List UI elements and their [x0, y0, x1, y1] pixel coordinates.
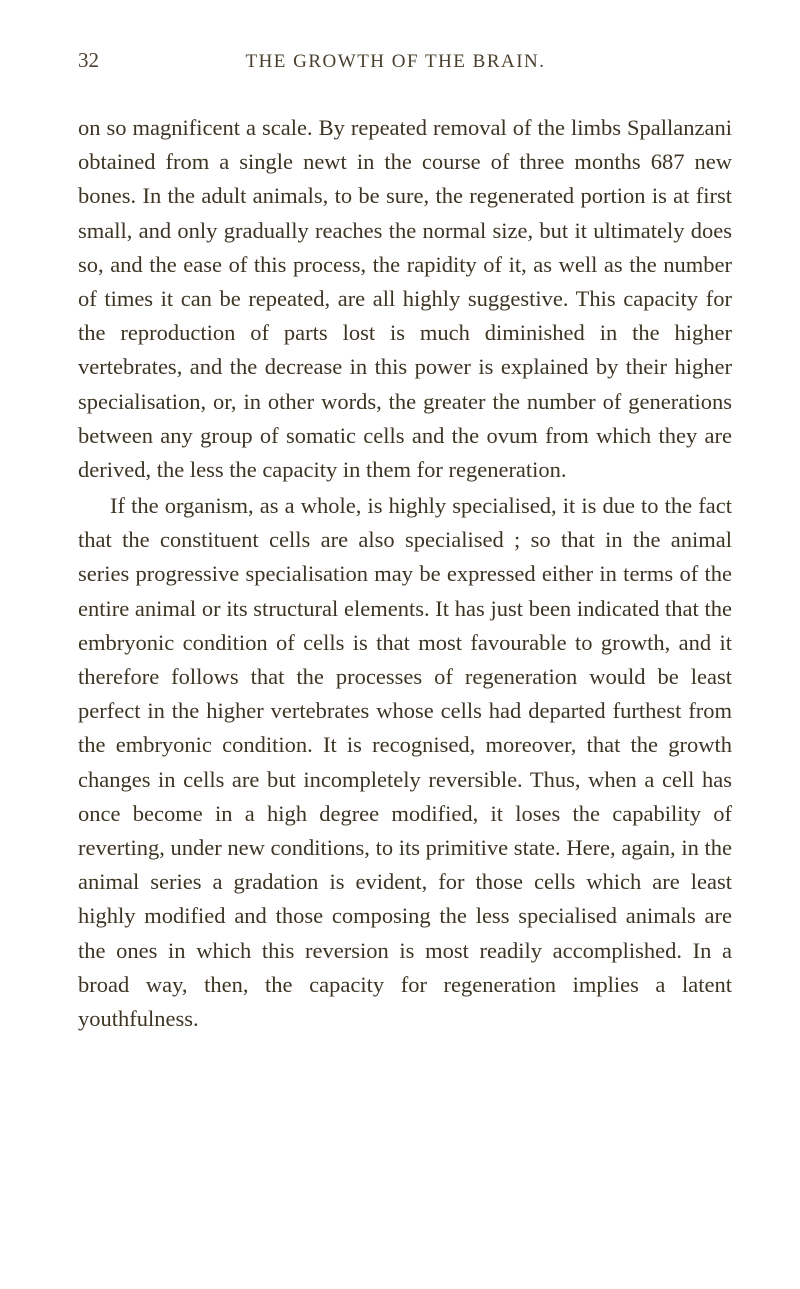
page-title: THE GROWTH OF THE BRAIN. [99, 51, 732, 73]
page-header: 32 THE GROWTH OF THE BRAIN. [78, 48, 732, 73]
page-number: 32 [78, 48, 99, 73]
paragraph-1: on so magnificent a scale. By repeated r… [78, 111, 732, 487]
body-text: on so magnificent a scale. By repeated r… [78, 111, 732, 1036]
paragraph-2: If the organism, as a whole, is highly s… [78, 489, 732, 1036]
